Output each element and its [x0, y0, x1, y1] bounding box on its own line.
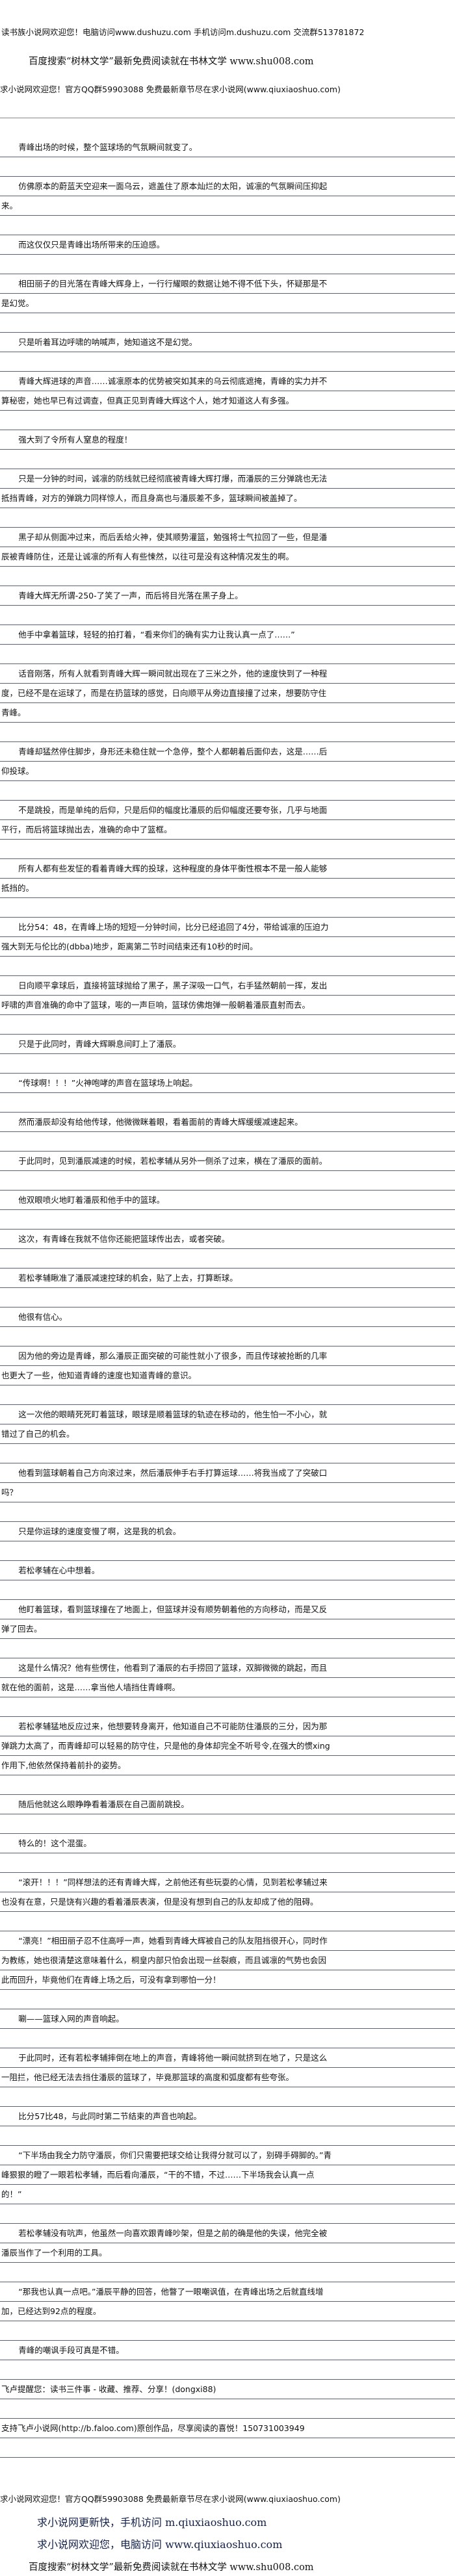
paragraph: 相田丽子的目光落在青峰大辉身上，一行行耀眼的数据让她不得不低下头，怀疑那是不是幻…: [1, 279, 328, 308]
site-banner-qiuxiaoshuo: 求小说网欢迎您！官方QQ群59903088 免费最新章节尽在求小说网(www.q…: [0, 84, 341, 94]
paragraph: 若松孝辅在心中想着。: [18, 1565, 100, 1575]
paragraph: 然而潘辰却没有给他传球，他微微眯着眼，看着面前的青峰大辉缓缓减速起来。: [18, 1117, 303, 1127]
paragraph: 只是于此同时，青峰大辉瞬息间盯上了潘辰。: [18, 1039, 181, 1049]
paragraph: 特么的！这个混蛋。: [18, 1838, 92, 1848]
paragraph: 于此同时，还有若松孝辅摔倒在地上的声音，青峰将他一瞬间就挤到在地了，只是这么一阻…: [1, 2053, 328, 2082]
paragraph: 这一次他的眼睛死死盯着篮球，眼球是顺着篮球的轨迹在移动的，他生怕一不小心，就错过…: [1, 1410, 328, 1439]
footer-desktop-link[interactable]: 求小说网欢迎您，电脑访问 www.qiuxiaoshuo.com: [37, 2538, 283, 2551]
paragraph: 青峰出场的时候，整个篮球场的气氛瞬间就变了。: [18, 142, 198, 152]
paragraph: 随后他就这么眼睁睁看着潘辰在自己面前跳投。: [18, 1799, 189, 1809]
paragraph: 只是你运球的速度变慢了啊，这是我的机会。: [18, 1526, 181, 1536]
paragraph: 青峰的嘲讽手段可真是不错。: [18, 2345, 124, 2355]
paragraph: 这是什么情况？他有些愣住，他看到了潘辰的右手捞回了篮球，双脚微微的跳起，而且就在…: [1, 1663, 328, 1692]
support-notice: 支持飞卢小说网(http://b.faloo.com)原创作品，尽享阅读的喜悦！…: [1, 2423, 305, 2433]
paragraph: “下半场由我全力防守潘辰，你们只需要把球交给让我得分就可以了，别碍手碍脚的。”青…: [1, 2150, 332, 2199]
site-banner-shu008: 百度搜索“树林文学”最新免费阅读就在书林文学 www.shu008.com: [29, 57, 314, 67]
paragraph: 只是一分钟的时间，诚凛的防线就已经彻底被青峰大辉打爆，而潘辰的三分弹跳也无法抵挡…: [1, 474, 328, 503]
paragraph: 青峰却猛然停住脚步，身形还未稳住就一个急停，整个人都朝着后面仰去，这是……后仰投…: [1, 747, 328, 776]
paragraph: 青峰大辉无所谓-250-了笑了一声，而后将目光落在黑子身上。: [18, 591, 243, 600]
chapter-content: 青峰出场的时候，整个篮球场的气氛瞬间就变了。仿佛原本的蔚蓝天空迎来一面乌云，遮盖…: [0, 138, 455, 2458]
paragraph: 比分54：48，在青峰上场的短短一分钟时间，比分已经追回了4分，带给诚凛的压迫力…: [1, 922, 329, 951]
paragraph: 比分57比48，与此同时第二节结束的声音也响起。: [18, 2111, 202, 2121]
paragraph: 他盯着篮球，看到篮球撞在了地面上，但篮球并没有顺势朝着他的方向移动，而是又反弹了…: [1, 1604, 328, 1634]
paragraph: 话音刚落，所有人就看到青峰大辉一瞬间就出现在了三米之外，他的速度快到了一种程度，…: [1, 669, 328, 717]
paragraph: 若松孝辅瞅准了潘辰减速控球的机会，贴了上去，打算断球。: [18, 1273, 238, 1283]
paragraph: 青峰大辉进球的声音……诚凛原本的优势被突如其来的乌云彻底遮掩，青峰的实力并不算秘…: [1, 376, 328, 406]
paragraph: 若松孝辅猛地反应过来，他想要转身离开，他知道自己不可能防住潘辰的三分，因为那弹跳…: [1, 1721, 330, 1770]
paragraph: 只是听着耳边呼啸的呐喊声，她知道这不是幻觉。: [18, 337, 198, 347]
site-banner-dushuzu: 读书族小说网欢迎您！电脑访问www.dushuzu.com 手机访问m.dush…: [1, 27, 365, 37]
paragraph: 若松孝辅没有吭声，他虽然一向喜欢跟青峰吵架，但是之前的确是他的失误，他完全被潘辰…: [1, 2228, 328, 2258]
footer-banner-shu008: 百度搜索“树林文学”最新免费阅读就在书林文学 www.shu008.com: [29, 2562, 314, 2573]
paragraph: 所有人都有些发怔的看着青峰大辉的投球，这种程度的身体平衡性根本不是一般人能够抵挡…: [1, 864, 328, 893]
paragraph: 这次，有青峰在我就不信你还能把篮球传出去，或者突破。: [18, 1234, 230, 1244]
paragraph: “漂亮！”相田丽子忍不住高呼一声，她看到青峰大辉被自己的队友阻挡很开心，同时作为…: [1, 1936, 328, 1985]
paragraph: 他手中拿着篮球，轻轻的拍打着，“看来你们的确有实力让我认真一点了……”: [18, 630, 295, 639]
paragraph: “那我也认真一点吧。”潘辰平静的回答，他瞥了一眼嘲讽值，在青峰出场之后就直线增加…: [1, 2287, 324, 2316]
paragraph: 强大到了令所有人窒息的程度！: [18, 435, 133, 444]
footer-mobile-link[interactable]: 求小说网更新快，手机访问 m.qiuxiaoshuo.com: [37, 2516, 267, 2529]
reading-reminder: 飞卢提醒您：读书三件事 - 收藏、推荐、分享！(dongxi88): [1, 2384, 216, 2394]
paragraph: 唰——篮球入网的声音响起。: [18, 2014, 124, 2024]
footer: 求小说网欢迎您！官方QQ群59903088 免费最新章节尽在求小说网(www.q…: [0, 2494, 455, 2573]
paragraph: 不是跳投，而是单纯的后仰，只是后仰的幅度比潘辰的后仰幅度还要夸张，几乎与地面平行…: [1, 805, 328, 834]
paragraph: 他双眼喷火地盯着潘辰和他手中的篮球。: [18, 1195, 165, 1205]
paragraph: 仿佛原本的蔚蓝天空迎来一面乌云，遮盖住了原本灿烂的太阳，诚凛的气氛瞬间压抑起来。: [1, 181, 328, 211]
paragraph: 他看到篮球朝着自己方向滚过来，然后潘辰伸手右手打算运球……将我当成了了突破口吗？: [1, 1468, 328, 1497]
paragraph: 他很有信心。: [18, 1312, 68, 1322]
paragraph: 于此同时，见到潘辰减速的时候，若松孝辅从另外一侧杀了过来，横在了潘辰的面前。: [18, 1156, 328, 1166]
paragraph: 而这仅仅只是青峰出场所带来的压迫感。: [18, 240, 165, 250]
paragraph: 黑子却从侧面冲过来，而后丢给火神，使其顺势灌篮，勉强将士气拉回了一些，但是潘辰被…: [1, 532, 328, 561]
paragraph: “滚开！！！”同样想法的还有青峰大辉，之前他还有些玩耍的心情，见到若松孝辅过来也…: [1, 1877, 328, 1907]
paragraph: 因为他的旁边是青峰，那么潘辰正面突破的可能性就小了很多，而且传球被抢断的几率也更…: [1, 1351, 328, 1380]
footer-banner-qq: 求小说网欢迎您！官方QQ群59903088 免费最新章节尽在求小说网(www.q…: [0, 2494, 341, 2504]
paragraph: “传球啊！！！”火神咆哮的声音在篮球场上响起。: [18, 1078, 198, 1088]
paragraph: 日向顺平拿球后，直接将篮球抛给了黑子，黑子深吸一口气，右手猛然朝前一挥，发出呼啸…: [1, 981, 328, 1010]
